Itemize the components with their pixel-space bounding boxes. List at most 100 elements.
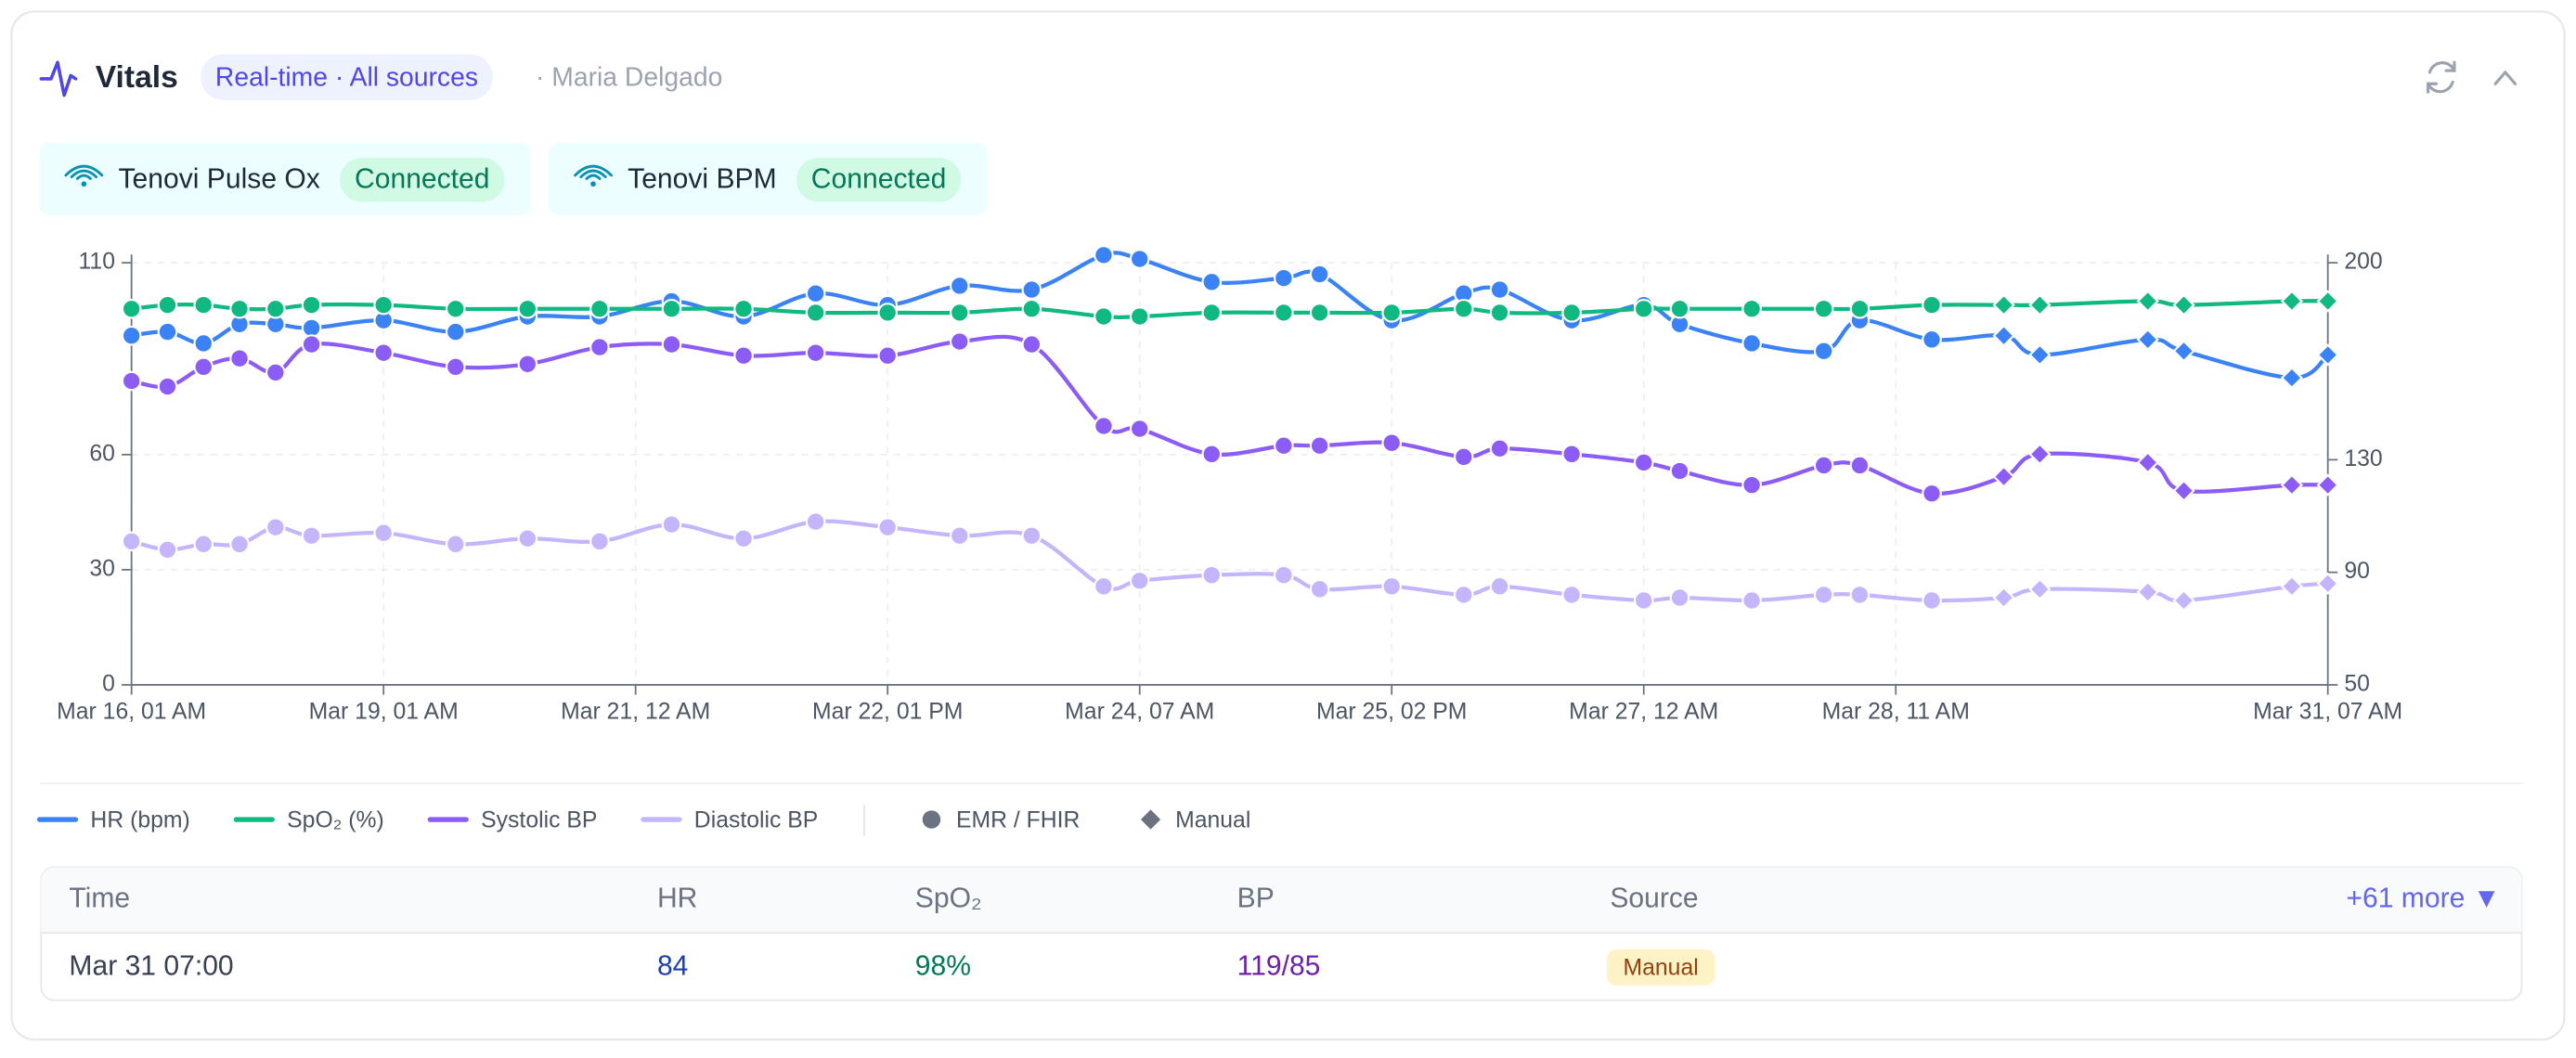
data-point <box>877 303 898 323</box>
legend: HR (bpm) SpO₂ (%) Systolic BP Diastolic BP E… <box>36 805 1250 836</box>
data-point <box>1201 272 1223 292</box>
data-point <box>1922 329 1942 350</box>
data-point <box>1309 579 1330 600</box>
data-point <box>157 376 178 397</box>
device-list: Tenovi Pulse Ox Connected Tenovi BPM Connec… <box>39 142 988 215</box>
data-point <box>193 333 214 354</box>
data-point <box>1094 306 1114 327</box>
data-point <box>1381 303 1403 323</box>
vitals-icon <box>39 60 78 97</box>
refresh-button[interactable] <box>2427 60 2456 94</box>
data-point <box>229 348 250 369</box>
data-point <box>877 517 898 537</box>
data-point <box>445 321 466 342</box>
data-point <box>1129 570 1150 591</box>
table-cell: 84 <box>657 950 688 981</box>
table-cell: 119/85 <box>1237 950 1321 981</box>
data-point <box>1813 341 1834 362</box>
badge-text: Real-time · All sources <box>215 61 478 91</box>
data-point <box>2172 479 2195 502</box>
refresh-arc <box>2427 61 2456 74</box>
data-point <box>589 337 610 357</box>
data-point <box>1741 474 1762 496</box>
data-point <box>301 294 322 316</box>
data-point <box>1813 455 1834 476</box>
data-point <box>517 298 538 319</box>
x-tick-label: Mar 25, 02 PM <box>1316 700 1467 725</box>
data-point <box>1849 455 1871 476</box>
data-point <box>1561 303 1582 323</box>
data-point <box>1201 303 1223 323</box>
data-point <box>733 345 754 366</box>
x-tick-label: Mar 22, 01 PM <box>812 700 963 725</box>
data-point <box>1992 465 2015 488</box>
status-text: Connected <box>355 164 489 195</box>
data-point <box>1201 564 1223 586</box>
column-header: HR <box>657 884 697 914</box>
data-point <box>193 294 214 316</box>
data-point <box>1849 585 1871 605</box>
status-pill <box>340 157 505 202</box>
data-point <box>1813 298 1834 319</box>
status-pill <box>796 157 962 202</box>
data-point <box>121 298 142 319</box>
patient-name: · Maria Delgado <box>536 61 722 91</box>
data-point <box>1309 264 1330 285</box>
more-link[interactable]: +61 more ▼ <box>2346 884 2500 914</box>
data-point <box>1021 334 1042 355</box>
data-point <box>373 523 394 544</box>
collapse-button[interactable] <box>2493 71 2518 85</box>
legend-label: SpO₂ (%) <box>287 807 384 832</box>
data-point <box>373 294 394 316</box>
data-point <box>2280 290 2304 313</box>
data-point <box>1021 298 1042 319</box>
data-point <box>877 345 898 366</box>
data-point <box>1992 586 2015 610</box>
device-card: Tenovi BPM Connected <box>549 142 988 215</box>
wifi-icon <box>574 164 613 177</box>
data-point <box>805 283 826 304</box>
data-point <box>1669 460 1690 482</box>
data-point <box>1453 298 1474 319</box>
data-point <box>121 531 142 552</box>
data-point <box>517 354 538 375</box>
device-card: Tenovi Pulse Ox Connected <box>39 142 531 215</box>
wifi-icon <box>64 164 104 177</box>
data-point <box>1274 267 1294 289</box>
x-tick-label: Mar 31, 07 AM <box>2253 700 2402 725</box>
data-point <box>265 298 286 319</box>
data-point <box>1741 590 1762 611</box>
data-point <box>1453 446 1474 468</box>
card <box>10 10 2566 1041</box>
data-point <box>1669 298 1690 319</box>
data-point <box>1849 298 1871 319</box>
x-tick-label: Mar 27, 12 AM <box>1569 700 1718 725</box>
refresh-arrow <box>2444 60 2456 72</box>
x-tick-label: Mar 16, 01 AM <box>57 700 206 725</box>
series <box>121 511 2339 613</box>
data-point <box>193 534 214 555</box>
data-point <box>1021 525 1042 547</box>
data-point <box>1633 298 1654 319</box>
y2-tick-label: 90 <box>2344 559 2370 584</box>
data-point <box>1922 483 1942 504</box>
data-point <box>1922 294 1942 316</box>
data-point <box>2172 588 2195 613</box>
y-tick-label: 110 <box>78 250 114 275</box>
badge <box>201 54 493 100</box>
data-point <box>949 525 970 547</box>
data-point <box>805 511 826 532</box>
data-point <box>1922 590 1942 611</box>
data-point <box>1094 576 1114 597</box>
data-point <box>805 303 826 323</box>
wifi-icon <box>585 174 602 180</box>
x-tick-label: Mar 28, 11 AM <box>1822 700 1970 725</box>
data-point <box>805 342 826 363</box>
y-tick-label: 30 <box>89 556 115 581</box>
data-point <box>733 298 754 319</box>
data-point <box>1129 306 1150 327</box>
data-point <box>2316 473 2339 497</box>
legend-label: Systolic BP <box>481 807 597 832</box>
data-point <box>2028 343 2052 367</box>
status-text: Connected <box>811 164 946 195</box>
